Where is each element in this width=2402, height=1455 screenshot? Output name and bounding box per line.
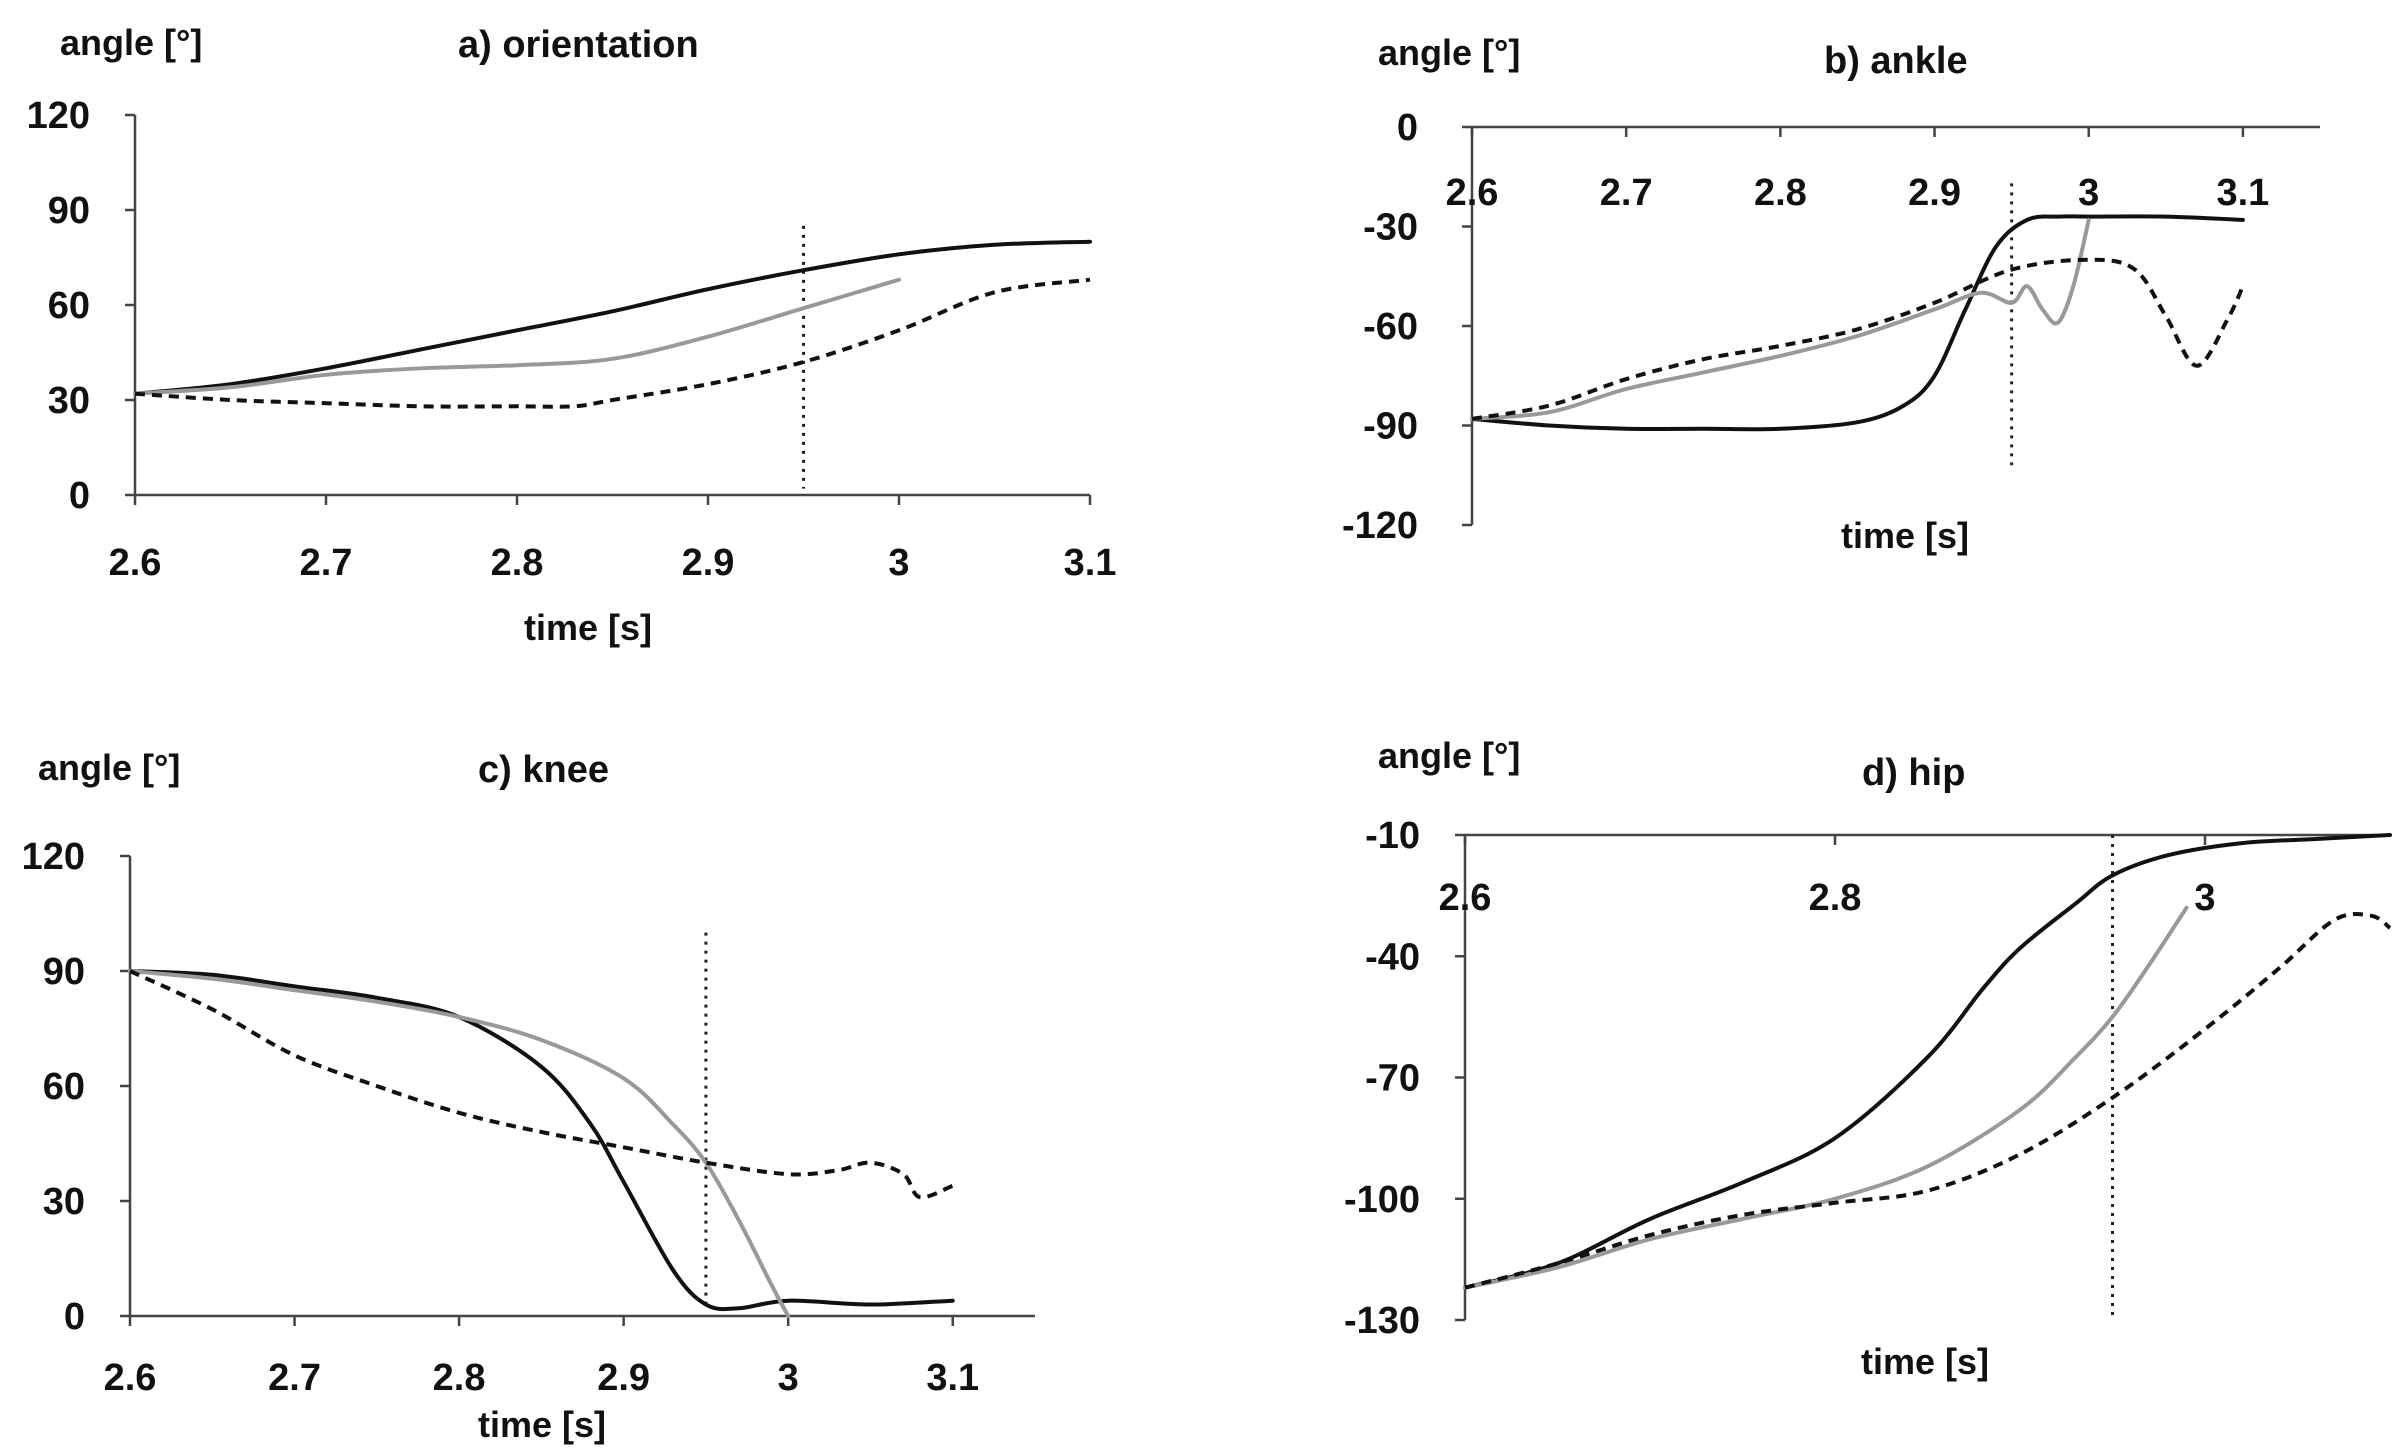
panel-a-ytick-label: 60 (48, 285, 90, 327)
panel-c-ylabel: angle [°] (38, 747, 180, 788)
panel-c-series-solid-black (128, 969, 955, 1312)
panel-a-ytick-label: 30 (48, 380, 90, 422)
panel-a-series-dashed-black (134, 277, 1091, 409)
plot-c: 0 30 60 90 120 2.6 2.7 2.8 2.9 3 3.1 (22, 836, 1035, 1399)
panel-b-xtick-label: 3 (2078, 172, 2099, 214)
panel-a-xtick-label: 3.1 (1064, 542, 1117, 584)
panel-a-ytick-label: 0 (69, 475, 90, 517)
panel-a-xtick-label: 3 (888, 542, 909, 584)
panel-a-xtick-label: 2.7 (300, 542, 353, 584)
panel-c-title: c) knee (478, 749, 609, 791)
panel-b-title: b) ankle (1824, 40, 1968, 82)
panel-c-ytick-label: 90 (43, 951, 85, 993)
panel-b-ytick-label: -90 (1363, 406, 1418, 448)
panel-b-xtick-label: 2.7 (1600, 172, 1653, 214)
panel-d-series-dashed-black (1464, 912, 2392, 1290)
panel-d-series-solid-gray (1463, 905, 2189, 1290)
panel-d-xtick-label: 2.6 (1439, 877, 1492, 919)
panel-a-series-solid-black (133, 239, 1092, 396)
panel-c-xtick-label: 2.7 (268, 1357, 321, 1399)
panel-b-series-solid-gray (1470, 217, 2091, 421)
panel-b-series-dashed-black (1471, 257, 2245, 421)
panel-a-ytick-label: 120 (27, 95, 90, 137)
panel-b-ytick-label: -120 (1342, 505, 1418, 547)
panel-c-xtick-label: 2.9 (597, 1357, 650, 1399)
panel-c-xtick-label: 3 (778, 1357, 799, 1399)
panel-a-ytick-label: 90 (48, 190, 90, 232)
panel-c-series-solid-gray (128, 969, 791, 1318)
panel-a: angle [°] a) orientation time [s] (60, 22, 699, 648)
panel-b-xtick-label: 2.6 (1446, 172, 1499, 214)
panel-d-ytick-label: -130 (1344, 1300, 1420, 1342)
panel-c-ytick-label: 0 (64, 1296, 85, 1338)
panel-d: angle [°] d) hip time [s] (1378, 735, 1989, 1382)
panel-b-xtick-label: 3.1 (2216, 172, 2269, 214)
panel-b-ytick-label: -60 (1363, 306, 1418, 348)
panel-d-ytick-label: -10 (1365, 815, 1420, 857)
panel-c-ytick-label: 120 (22, 836, 85, 878)
panel-d-ytick-label: -70 (1365, 1058, 1420, 1100)
panel-b-xlabel: time [s] (1841, 515, 1969, 556)
panel-c-ytick-label: 60 (43, 1066, 85, 1108)
panel-c-xtick-label: 3.1 (926, 1357, 979, 1399)
panel-a-xtick-label: 2.6 (109, 542, 162, 584)
panel-c: angle [°] c) knee time [s] (38, 747, 609, 1445)
plot-d: -130 -100 -70 -40 -10 2.6 2.8 3 (1344, 815, 2392, 1342)
plot-b: -120 -90 -60 -30 0 2.6 2.7 2.8 2.9 3 3.1 (1342, 107, 2320, 547)
panel-d-series-solid-black (1463, 833, 2392, 1290)
panel-d-ylabel: angle [°] (1378, 735, 1520, 776)
panel-c-xlabel: time [s] (478, 1404, 606, 1445)
panel-b-xtick-label: 2.8 (1754, 172, 1807, 214)
panel-d-ytick-label: -40 (1365, 936, 1420, 978)
panel-b-ytick-label: 0 (1397, 107, 1418, 149)
panel-a-xtick-label: 2.9 (682, 542, 735, 584)
panel-b-series-solid-black (1470, 214, 2245, 432)
panel-c-ytick-label: 30 (43, 1181, 85, 1223)
panel-a-ylabel: angle [°] (60, 22, 202, 63)
panel-b: angle [°] b) ankle time [s] (1378, 32, 1969, 556)
panel-d-xlabel: time [s] (1861, 1341, 1989, 1382)
panel-b-xtick-label: 2.9 (1908, 172, 1961, 214)
panel-a-series-solid-gray (133, 277, 901, 396)
panel-a-title: a) orientation (458, 24, 699, 66)
panel-a-xtick-label: 2.8 (491, 542, 544, 584)
plot-a: 0 30 60 90 120 2.6 2.7 2.8 2.9 3 3.1 (27, 95, 1117, 584)
panel-b-ytick-label: -30 (1363, 207, 1418, 249)
panel-d-xtick-label: 3 (2194, 877, 2215, 919)
panel-c-xtick-label: 2.8 (433, 1357, 486, 1399)
panel-c-xtick-label: 2.6 (104, 1357, 157, 1399)
panel-d-ytick-label: -100 (1344, 1179, 1420, 1221)
panel-a-xlabel: time [s] (524, 607, 652, 648)
panel-d-xtick-label: 2.8 (1809, 877, 1862, 919)
panel-c-series-dashed-black (129, 969, 954, 1200)
panel-b-ylabel: angle [°] (1378, 32, 1520, 73)
panel-d-title: d) hip (1862, 752, 1965, 794)
